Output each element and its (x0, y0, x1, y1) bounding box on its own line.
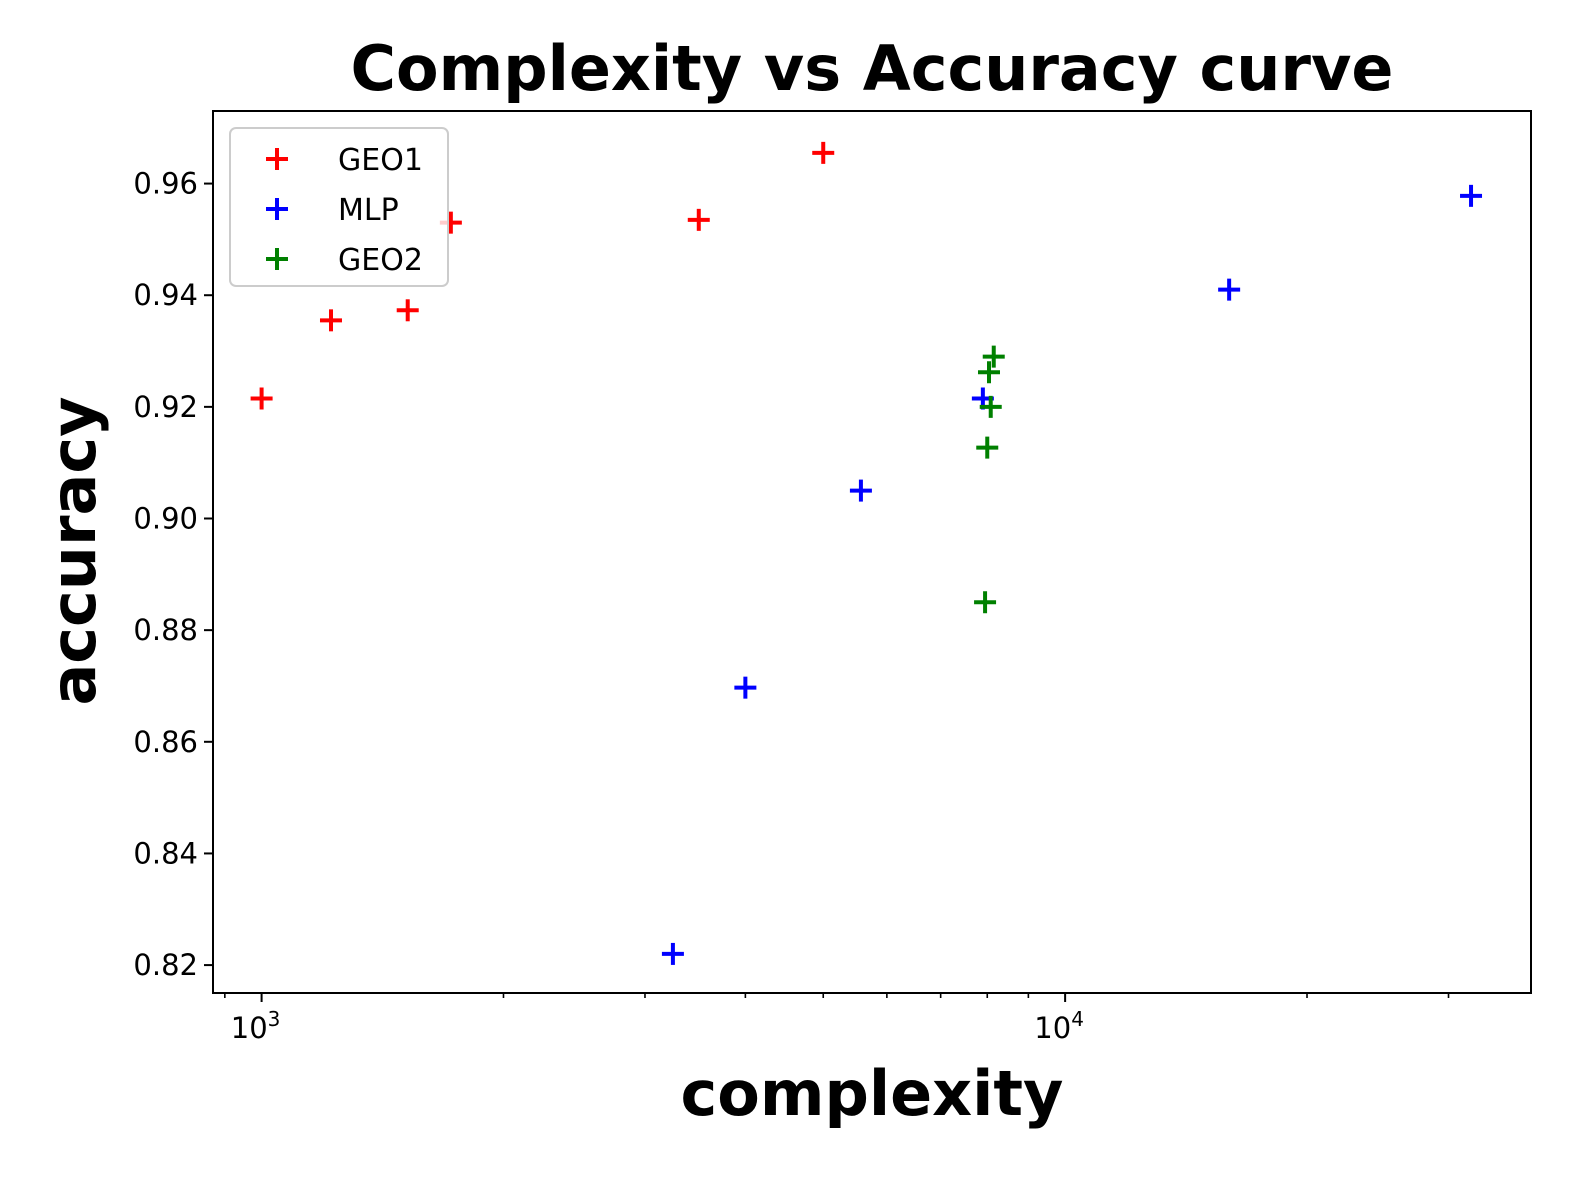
y-tick-label: 0.92 (133, 390, 198, 424)
x-tick-base: 10 (1034, 1011, 1071, 1045)
plot-area-frame (212, 110, 1532, 994)
data-point-geo2 (976, 436, 999, 459)
data-points (250, 141, 1483, 965)
y-tick-label: 0.96 (133, 167, 198, 201)
x-tick-exponent: 3 (268, 1007, 281, 1031)
legend-box (229, 127, 449, 287)
y-tick-label: 0.88 (133, 613, 198, 647)
legend-marker (266, 248, 288, 270)
data-point-geo1 (687, 208, 710, 231)
data-point-mlp (1218, 278, 1241, 301)
x-tick-exponent: 4 (1071, 1007, 1084, 1031)
y-tick-label: 0.84 (133, 836, 198, 870)
x-axis-label: complexity (681, 1057, 1064, 1130)
y-tick-label: 0.82 (133, 948, 198, 982)
y-tick-label: 0.94 (133, 278, 198, 312)
legend-label: GEO2 (338, 243, 423, 278)
data-point-geo1 (319, 309, 342, 332)
data-point-geo1 (250, 387, 273, 410)
legend-label: GEO1 (338, 143, 423, 178)
data-point-mlp (661, 942, 684, 965)
x-tick-base: 10 (231, 1011, 268, 1045)
legend-marker (266, 198, 288, 220)
data-point-geo2 (977, 361, 1000, 384)
legend-label: MLP (338, 193, 399, 228)
data-point-geo1 (396, 299, 419, 322)
data-point-geo2 (974, 591, 997, 614)
y-tick-label: 0.90 (133, 502, 198, 536)
data-point-mlp (849, 479, 872, 502)
data-point-mlp (734, 676, 757, 699)
legend: GEO1 MLP GEO2 (229, 127, 449, 287)
y-tick-label: 0.86 (133, 725, 198, 759)
data-point-mlp (1460, 184, 1483, 207)
chart-title: Complexity vs Accuracy curve (351, 32, 1394, 105)
data-point-geo1 (812, 141, 835, 164)
y-axis-label: accuracy (37, 396, 110, 705)
x-tick-label: 104 (1034, 1007, 1084, 1045)
legend-marker (266, 148, 288, 170)
x-tick-label: 103 (231, 1007, 281, 1045)
data-point-geo2 (982, 345, 1005, 368)
data-point-geo2 (979, 395, 1002, 418)
